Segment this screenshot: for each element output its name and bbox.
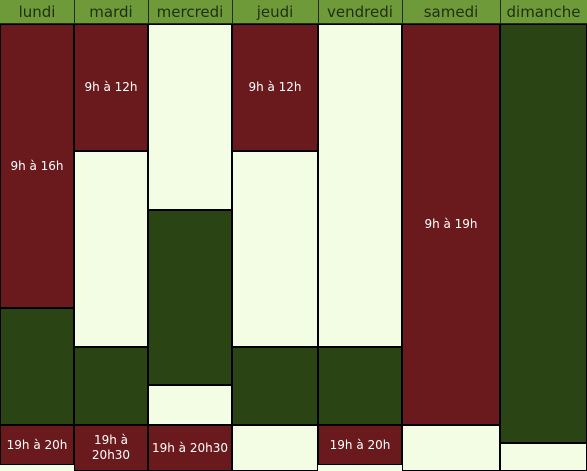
column-vendredi: 19h à 20h xyxy=(318,24,402,471)
column-lundi: 9h à 16h 19h à 20h xyxy=(0,24,74,471)
slot-jeudi-afternoon[interactable] xyxy=(232,347,318,425)
slot-mardi-midday[interactable] xyxy=(74,151,148,347)
day-header-mercredi: mercredi xyxy=(148,0,232,24)
slot-mercredi-afternoon[interactable] xyxy=(148,210,232,385)
slot-dimanche-evening[interactable] xyxy=(500,443,587,471)
slot-samedi-day[interactable]: 9h à 19h xyxy=(402,24,500,425)
slot-jeudi-morning[interactable]: 9h à 12h xyxy=(232,24,318,151)
header-divider xyxy=(232,0,233,24)
day-header-jeudi: jeudi xyxy=(232,0,318,24)
slot-mardi-afternoon[interactable] xyxy=(74,347,148,425)
slot-dimanche-day[interactable] xyxy=(500,24,587,443)
header-divider xyxy=(318,0,319,24)
slot-vendredi-afternoon[interactable] xyxy=(318,347,402,425)
slot-vendredi-day[interactable] xyxy=(318,24,402,347)
slot-mardi-evening[interactable]: 19h à 20h30 xyxy=(74,425,148,471)
column-dimanche xyxy=(500,24,587,471)
day-header-mardi: mardi xyxy=(74,0,148,24)
day-header-samedi: samedi xyxy=(402,0,500,24)
column-mercredi: 19h à 20h30 xyxy=(148,24,232,471)
header-divider xyxy=(74,0,75,24)
slot-jeudi-midday[interactable] xyxy=(232,151,318,347)
slot-lundi-morning[interactable]: 9h à 16h xyxy=(0,24,74,308)
column-jeudi: 9h à 12h xyxy=(232,24,318,471)
header-divider xyxy=(500,0,501,24)
slot-mercredi-late[interactable] xyxy=(148,385,232,425)
header-divider xyxy=(402,0,403,24)
day-header-vendredi: vendredi xyxy=(318,0,402,24)
header-divider xyxy=(148,0,149,24)
slot-lundi-evening[interactable]: 19h à 20h xyxy=(0,425,74,465)
slot-vendredi-evening[interactable]: 19h à 20h xyxy=(318,425,402,465)
slot-lundi-afternoon[interactable] xyxy=(0,308,74,425)
column-mardi: 9h à 12h 19h à 20h30 xyxy=(74,24,148,471)
slot-mercredi-morning[interactable] xyxy=(148,24,232,210)
slot-samedi-evening[interactable] xyxy=(402,425,500,471)
day-header-lundi: lundi xyxy=(0,0,74,24)
slot-mercredi-evening[interactable]: 19h à 20h30 xyxy=(148,425,232,471)
slot-jeudi-evening[interactable] xyxy=(232,425,318,471)
column-samedi: 9h à 19h xyxy=(402,24,500,471)
slot-mardi-morning[interactable]: 9h à 12h xyxy=(74,24,148,151)
day-header-dimanche: dimanche xyxy=(500,0,587,24)
